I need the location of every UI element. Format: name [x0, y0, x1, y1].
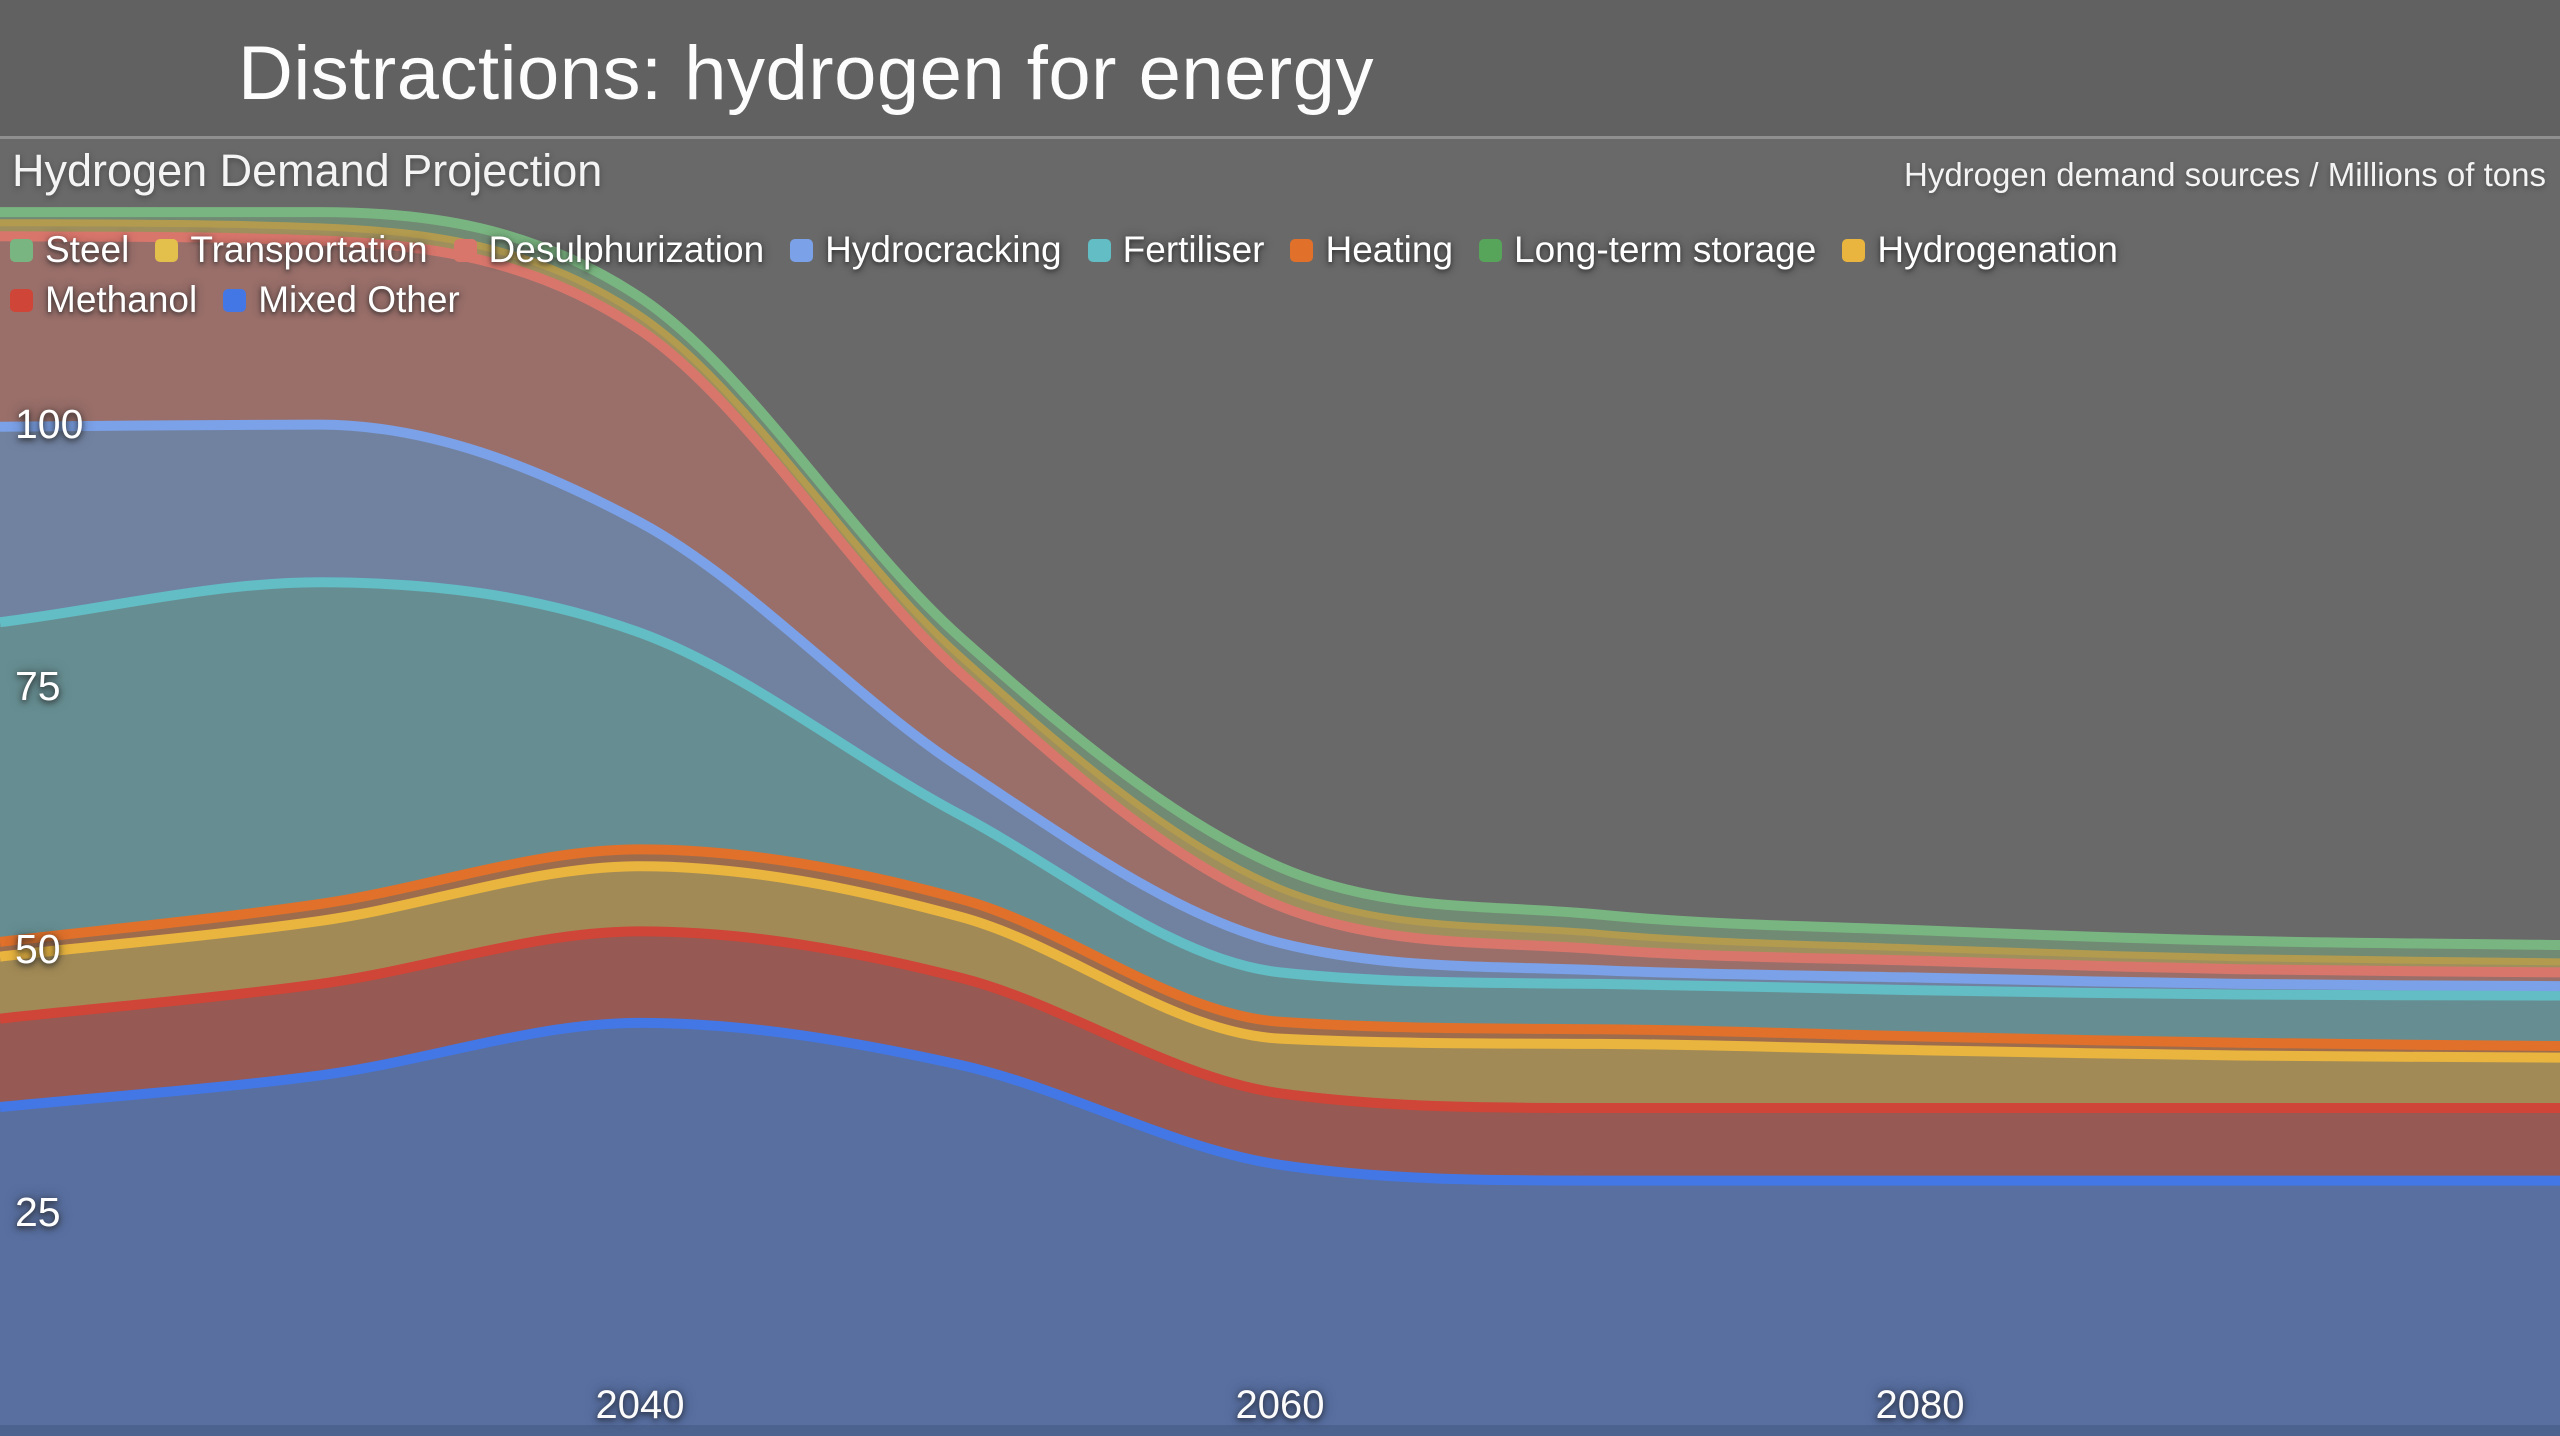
series-line-steel[interactable] [0, 207, 2560, 950]
legend-item-steel[interactable]: Steel [10, 229, 129, 271]
chart-region: Hydrogen Demand Projection Hydrogen dema… [0, 139, 2560, 1436]
series-line-hydrogenation[interactable] [0, 861, 2560, 1063]
x-tick-2060: 2060 [1235, 1383, 1325, 1427]
series-line-mixed-other[interactable] [0, 1017, 2560, 1186]
chart-legend: Steel Transportation Desulphurization Hydro… [10, 225, 2555, 325]
legend-label: Hydrogenation [1877, 229, 2119, 270]
series-line-transportation[interactable] [0, 219, 2560, 966]
legend-item-hydrogenation[interactable]: Hydrogenation [1842, 229, 2118, 271]
legend-item-transportation[interactable]: Transportation [155, 229, 428, 271]
plot-bottom-edge [0, 1425, 2560, 1436]
legend-label: Transportation [190, 229, 428, 270]
series-line-fertiliser[interactable] [0, 577, 2560, 1001]
legend-label: Fertiliser [1122, 229, 1265, 270]
legend-label: Steel [45, 229, 130, 270]
series-area-desulphurization[interactable] [0, 236, 2560, 987]
legend-item-desulphurization[interactable]: Desulphurization [453, 229, 765, 271]
legend-row: Steel Transportation Desulphurization Hydro… [10, 225, 2555, 275]
legend-label: Mixed Other [258, 279, 460, 320]
y-tick-50: 50 [15, 926, 61, 973]
series-area-methanol[interactable] [0, 931, 2560, 1181]
legend-item-heating[interactable]: Heating [1290, 229, 1453, 271]
legend-item-hydrocracking[interactable]: Hydrocracking [790, 229, 1062, 271]
legend-swatch-icon [155, 238, 179, 262]
series-line-hydrocracking[interactable] [0, 419, 2560, 992]
series-line-desulphurization[interactable] [0, 231, 2560, 978]
legend-item-methanol[interactable]: Methanol [10, 279, 197, 321]
legend-swatch-icon [10, 238, 33, 262]
chart-title: Hydrogen Demand Projection [12, 145, 603, 196]
legend-swatch-icon [1290, 238, 1314, 262]
stacked-area-chart[interactable] [0, 139, 2560, 1436]
legend-label: Hydrocracking [825, 229, 1062, 270]
legend-swatch-icon [223, 288, 247, 312]
legend-swatch-icon [790, 238, 814, 262]
legend-label: Methanol [45, 279, 198, 320]
legend-row: Methanol Mixed Other [10, 275, 2555, 325]
legend-item-long-term-storage[interactable]: Long-term storage [1479, 229, 1816, 271]
legend-label: Heating [1325, 229, 1454, 270]
series-area-mixed-other[interactable] [0, 1022, 2560, 1436]
legend-label: Desulphurization [488, 229, 765, 270]
legend-item-fertiliser[interactable]: Fertiliser [1087, 229, 1265, 271]
axis-units-label: Hydrogen demand sources / Millions of to… [1904, 156, 2546, 193]
y-tick-75: 75 [15, 663, 61, 710]
legend-swatch-icon [10, 288, 33, 312]
header-separator-line [0, 136, 2560, 139]
legend-swatch-icon [1842, 238, 1866, 262]
series-line-methanol[interactable] [0, 926, 2560, 1114]
page-title: Distractions: hydrogen for energy [238, 31, 1374, 116]
series-area-fertiliser[interactable] [0, 582, 2560, 1046]
series-line-heating[interactable] [0, 844, 2560, 1051]
legend-swatch-icon [1479, 238, 1503, 262]
x-tick-2080: 2080 [1875, 1383, 1965, 1427]
y-tick-25: 25 [15, 1189, 61, 1236]
y-tick-100: 100 [15, 400, 84, 447]
legend-swatch-icon [453, 238, 477, 262]
legend-swatch-icon [1087, 238, 1111, 262]
legend-item-mixed-other[interactable]: Mixed Other [223, 279, 460, 321]
x-tick-2040: 2040 [595, 1383, 685, 1427]
title-bar: Distractions: hydrogen for energy [0, 0, 2560, 136]
legend-label: Long-term storage [1514, 229, 1817, 270]
series-area-hydrocracking[interactable] [0, 424, 2560, 996]
